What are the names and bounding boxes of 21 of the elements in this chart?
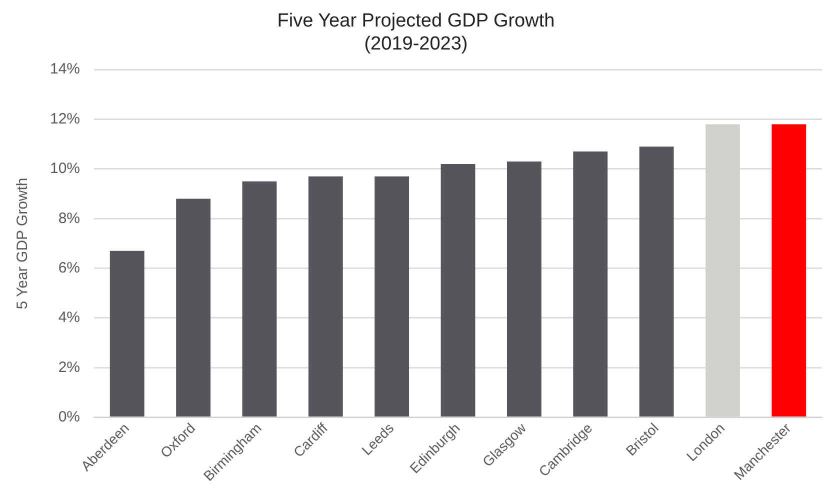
bar xyxy=(639,146,674,417)
bar xyxy=(374,176,410,417)
y-axis-title: 5 Year GDP Growth xyxy=(14,178,32,310)
bar xyxy=(176,198,210,417)
chart-title: Five Year Projected GDP Growth xyxy=(277,10,555,32)
chart-subtitle: (2019-2023) xyxy=(364,33,468,54)
y-tick-label: 4% xyxy=(58,309,80,326)
bar xyxy=(110,250,144,417)
y-tick-label: 12% xyxy=(50,110,80,128)
y-tick-label: 8% xyxy=(58,210,80,227)
y-tick-label: 0% xyxy=(58,408,80,426)
y-tick-label: 6% xyxy=(58,259,80,276)
bar xyxy=(242,181,277,417)
bar xyxy=(440,164,476,417)
y-tick-label: 2% xyxy=(58,358,80,376)
y-tick-label: 14% xyxy=(50,60,80,78)
bar xyxy=(506,161,542,417)
bar xyxy=(308,176,343,417)
bar xyxy=(573,152,608,417)
bar xyxy=(772,124,806,417)
y-tick-label: 10% xyxy=(50,160,80,178)
